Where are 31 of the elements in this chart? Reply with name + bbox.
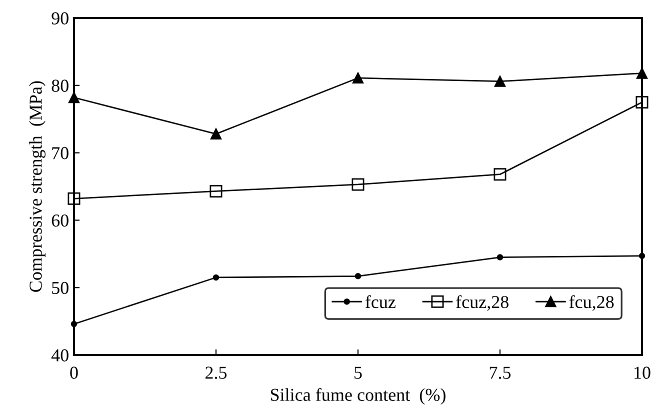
- point: [68, 92, 80, 104]
- y-axis-title: Compressive strength (MPa): [29, 81, 46, 292]
- y-tick-label: 50: [52, 282, 68, 294]
- point: [70, 320, 78, 328]
- point: [494, 168, 506, 181]
- legend-label: fcuz: [365, 295, 396, 308]
- x-axis-title: Silica fume content (%): [270, 388, 446, 405]
- legend-label: fcuz,28: [456, 295, 508, 311]
- point: [638, 252, 646, 260]
- x-tick-label: 2.5: [206, 366, 227, 379]
- x-tick-label: 5: [354, 366, 362, 379]
- y-tick-label: 40: [51, 349, 68, 362]
- y-tick-label: 60: [52, 214, 68, 227]
- point: [354, 273, 362, 280]
- point: [352, 72, 364, 84]
- point: [210, 128, 222, 140]
- point: [68, 192, 80, 205]
- legend-label: fcu,28: [569, 295, 614, 311]
- y-tick-label: 70: [52, 147, 68, 160]
- point: [494, 76, 506, 87]
- point: [210, 184, 222, 198]
- point: [496, 254, 504, 260]
- point: [636, 96, 648, 108]
- point: [352, 178, 364, 191]
- x-tick-label: 7.5: [490, 366, 511, 379]
- x-tick-label: 10: [634, 366, 650, 379]
- y-tick-label: 80: [52, 80, 68, 92]
- x-tick-label: 0: [70, 366, 78, 379]
- point: [212, 274, 220, 281]
- point: [636, 68, 648, 79]
- y-tick-label: 90: [52, 12, 68, 24]
